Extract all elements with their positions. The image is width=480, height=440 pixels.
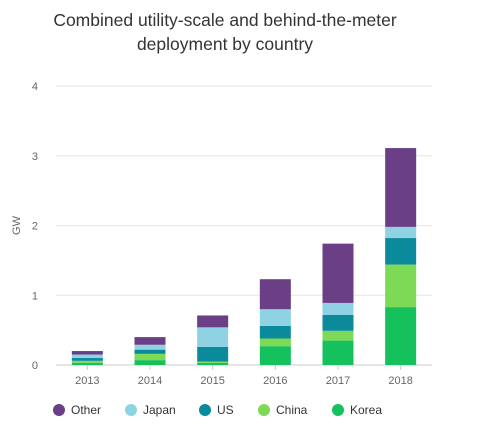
legend-marker: [258, 404, 270, 416]
legend: Other Japan US China Korea: [53, 403, 382, 417]
bar-korea-2014: [134, 360, 166, 365]
bar-china-2017: [322, 330, 354, 341]
bar-japan-2018: [385, 226, 417, 239]
bar-layer: [71, 148, 417, 365]
bar-us-2014: [134, 349, 166, 354]
legend-item-us[interactable]: US: [199, 403, 234, 417]
legend-marker: [53, 404, 65, 416]
bar-china-2018: [385, 264, 417, 308]
x-tick-label: 2015: [200, 375, 224, 387]
bar-china-2013: [71, 360, 103, 363]
bar-japan-2017: [322, 302, 354, 315]
grid-layer: [56, 85, 432, 366]
y-tick-label: 2: [32, 221, 38, 233]
x-tick-label: 2014: [138, 375, 162, 387]
legend-marker: [125, 404, 137, 416]
bar-us-2013: [71, 358, 103, 361]
legend-label: Korea: [350, 403, 382, 417]
bar-china-2015: [197, 361, 229, 363]
legend-item-china[interactable]: China: [258, 403, 308, 417]
chart-title-line-2: deployment by country: [136, 34, 314, 54]
bar-other-2014: [134, 337, 166, 345]
bar-other-2015: [197, 315, 229, 328]
bar-us-2016: [259, 325, 291, 339]
bar-us-2018: [385, 238, 417, 265]
chart-title-line-1: Combined utility-scale and behind-the-me…: [53, 10, 397, 30]
bar-korea-2016: [259, 346, 291, 365]
bar-other-2013: [71, 351, 103, 355]
legend-marker: [332, 404, 344, 416]
bar-other-2016: [259, 279, 291, 310]
x-tick-label: 2018: [388, 375, 412, 387]
bar-japan-2015: [197, 327, 229, 347]
bar-japan-2016: [259, 309, 291, 326]
bar-japan-2013: [71, 354, 103, 359]
y-tick-label: 1: [32, 290, 38, 302]
y-axis-label: GW: [11, 215, 23, 235]
y-tick-label: 3: [32, 151, 38, 163]
legend-label: Japan: [143, 403, 176, 417]
bar-us-2017: [322, 314, 354, 331]
bar-korea-2018: [385, 307, 417, 365]
legend-marker: [199, 404, 211, 416]
bar-korea-2017: [322, 340, 354, 365]
bar-japan-2014: [134, 344, 166, 350]
bar-china-2016: [259, 338, 291, 347]
bar-korea-2013: [71, 362, 103, 365]
bar-korea-2015: [197, 362, 229, 365]
axis-layer: 0 1 2 3 4 GW 2013 2014 2015 2016 2017 2018: [11, 81, 413, 387]
legend-item-other[interactable]: Other: [53, 403, 101, 417]
x-tick-label: 2016: [263, 375, 287, 387]
y-tick-label: 4: [32, 81, 38, 93]
bar-us-2015: [197, 346, 229, 362]
bar-china-2014: [134, 353, 166, 361]
legend-label: China: [276, 403, 308, 417]
legend-label: Other: [71, 403, 101, 417]
y-tick-label: 0: [32, 360, 38, 372]
legend-item-korea[interactable]: Korea: [332, 403, 382, 417]
x-tick-label: 2013: [75, 375, 99, 387]
bar-other-2018: [385, 148, 417, 227]
legend-item-japan[interactable]: Japan: [125, 403, 176, 417]
bar-other-2017: [322, 243, 354, 303]
x-tick-label: 2017: [326, 375, 350, 387]
legend-label: US: [217, 403, 234, 417]
